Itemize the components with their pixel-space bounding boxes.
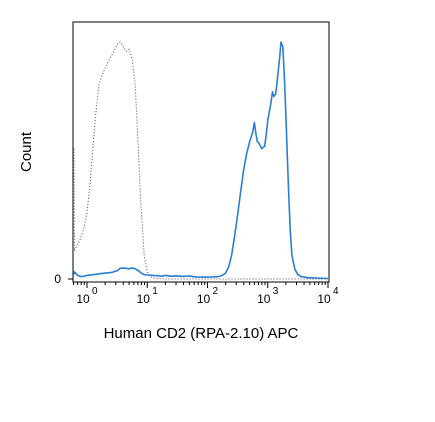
x-tick-label: 10 — [257, 292, 271, 306]
x-tick-exponent: 3 — [273, 286, 279, 297]
x-tick-label: 10 — [76, 292, 90, 306]
x-tick-exponent: 0 — [92, 286, 98, 297]
y-tick-label: 0 — [54, 272, 61, 286]
y-axis: 0 — [54, 272, 73, 286]
plot-frame — [72, 21, 330, 283]
x-tick-exponent: 2 — [213, 286, 219, 297]
y-axis-title: Count — [18, 131, 35, 172]
series-stained-solid — [73, 41, 329, 280]
series-control-dotted — [73, 41, 328, 280]
series-layer — [73, 41, 329, 280]
x-tick-exponent: 1 — [152, 286, 158, 297]
x-tick-label: 10 — [197, 292, 211, 306]
x-tick-label: 10 — [137, 292, 151, 306]
x-tick-label: 10 — [317, 292, 331, 306]
x-tick-exponent: 4 — [333, 286, 339, 297]
x-axis-title: Human CD2 (RPA-2.10) APC — [104, 325, 299, 342]
